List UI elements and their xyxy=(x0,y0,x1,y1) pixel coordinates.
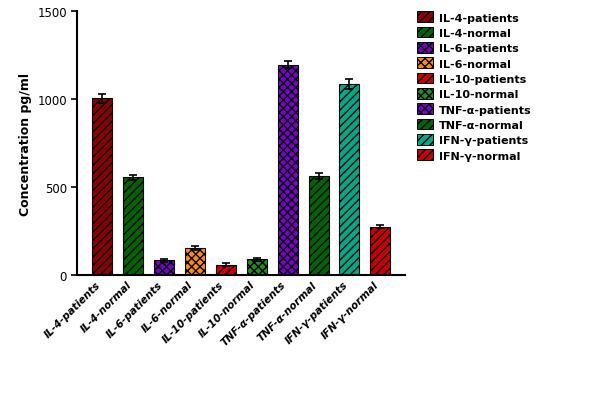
Bar xyxy=(370,227,390,275)
Bar xyxy=(92,99,113,275)
Bar xyxy=(309,176,328,275)
Bar xyxy=(340,85,359,275)
Y-axis label: Concentration pg/ml: Concentration pg/ml xyxy=(19,72,32,215)
Bar xyxy=(278,66,298,275)
Bar xyxy=(247,260,267,275)
Bar xyxy=(123,178,143,275)
Bar xyxy=(154,260,174,275)
Bar xyxy=(216,265,236,275)
Legend: IL-4-patients, IL-4-normal, IL-6-patients, IL-6-normal, IL-10-patients, IL-10-no: IL-4-patients, IL-4-normal, IL-6-patient… xyxy=(417,13,531,161)
Bar xyxy=(185,248,205,275)
